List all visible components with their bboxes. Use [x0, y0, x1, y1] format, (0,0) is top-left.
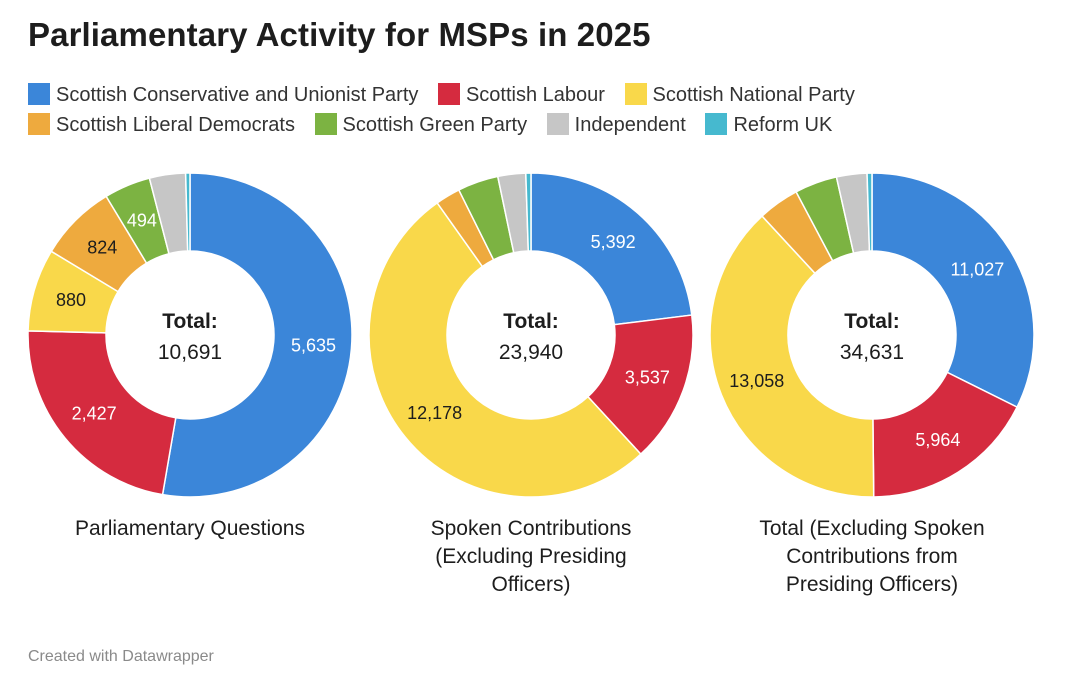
- chart-title: Parliamentary Activity for MSPs in 2025: [28, 16, 651, 53]
- legend-item: Scottish National Party: [624, 80, 855, 110]
- legend-item: Scottish Labour: [437, 80, 605, 110]
- donut-charts: 5,635 2,427 880 824 494 Total: 10,691 Parliamen…: [27, 172, 1035, 596]
- donut-slice: [866, 172, 873, 252]
- donut-chart: 5,635 2,427 880 824 494 Total: 10,691 Parliamen…: [27, 172, 353, 540]
- center-total-label: Total:: [844, 310, 900, 333]
- center-total-value: 23,940: [499, 341, 563, 364]
- donut-slice: [161, 172, 353, 498]
- legend-swatch: [624, 83, 647, 105]
- legend-item: Scottish Conservative and Unionist Party: [28, 80, 418, 110]
- slice-value-label: 5,635: [291, 336, 336, 356]
- center-total-label: Total:: [503, 310, 559, 333]
- legend-item: Scottish Liberal Democrats: [28, 110, 295, 140]
- legend-item: Independent: [546, 110, 686, 140]
- slice-value-label: 824: [87, 237, 117, 257]
- chart-subtitle: Parliamentary Questions: [75, 517, 305, 540]
- legend-label: Scottish Conservative and Unionist Party: [56, 84, 419, 106]
- legend-item: Reform UK: [705, 110, 832, 140]
- legend-swatch: [28, 83, 50, 105]
- slice-value-label: 2,427: [72, 404, 117, 424]
- legend-label: Reform UK: [733, 114, 833, 136]
- donut-slice: [184, 172, 191, 252]
- slice-value-label: 5,964: [915, 430, 960, 450]
- donut-chart: 5,392 3,537 12,178 Total: 23,940 Spoken Contr…: [368, 172, 694, 596]
- legend-swatch: [705, 113, 728, 135]
- legend-swatch: [437, 83, 460, 105]
- donut-slice: [27, 330, 177, 496]
- legend-label: Scottish National Party: [652, 84, 855, 106]
- legend: Scottish Conservative and Unionist Party…: [28, 80, 1018, 140]
- center-total-value: 10,691: [158, 341, 222, 364]
- footer-credit: Created with Datawrapper: [28, 648, 214, 665]
- slice-value-label: 494: [127, 211, 157, 231]
- legend-label: Scottish Labour: [465, 84, 605, 106]
- donut-slice: [525, 172, 532, 252]
- donut-chart: 11,027 5,964 13,058 Total: 34,631 Total (Excl…: [709, 172, 1035, 596]
- slice-value-label: 880: [56, 290, 86, 310]
- legend-label: Scottish Green Party: [342, 114, 528, 136]
- center-total-label: Total:: [162, 310, 218, 333]
- slice-value-label: 11,027: [951, 260, 1005, 280]
- chart-subtitle: Total (Excluding Spoken Contributions fro…: [759, 517, 984, 596]
- donut-slice: [709, 214, 875, 498]
- donut-slice: [530, 172, 693, 326]
- slice-value-label: 3,537: [625, 368, 670, 388]
- donut-slice: [871, 172, 1035, 409]
- legend-swatch: [314, 113, 337, 135]
- legend-label: Independent: [574, 114, 686, 136]
- slice-value-label: 12,178: [407, 403, 462, 423]
- center-total-value: 34,631: [840, 341, 904, 364]
- legend-swatch: [546, 113, 569, 135]
- legend-swatch: [28, 113, 50, 135]
- chart-subtitle: Spoken Contributions (Excluding Presiding…: [431, 517, 632, 596]
- slice-value-label: 13,058: [729, 371, 784, 391]
- donut-slice: [368, 201, 642, 498]
- slice-value-label: 5,392: [591, 232, 636, 252]
- legend-label: Scottish Liberal Democrats: [56, 114, 295, 136]
- legend-item: Scottish Green Party: [314, 110, 528, 140]
